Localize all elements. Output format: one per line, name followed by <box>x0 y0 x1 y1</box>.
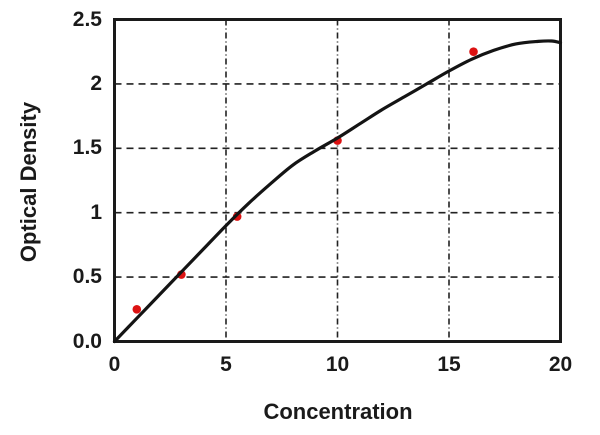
y-tick-label-0-5: 0.5 <box>72 265 102 289</box>
y-tick-label-0-0: 0.0 <box>72 329 102 353</box>
y-tick-label-1: 1 <box>90 200 102 224</box>
fit-curve <box>112 39 563 344</box>
x-tick-label-0: 0 <box>108 353 121 376</box>
data-point-marker <box>132 305 142 314</box>
x-tick-label-15: 15 <box>437 353 461 376</box>
y-axis-title: Optical Density <box>16 101 41 263</box>
x-tick-label-5: 5 <box>220 353 232 376</box>
x-axis-title: Concentration <box>263 399 413 424</box>
x-tick-label-10: 10 <box>325 353 350 376</box>
x-tick-label-20: 20 <box>548 353 573 376</box>
y-tick-label-2: 2 <box>90 71 102 95</box>
plot-border <box>113 18 562 343</box>
data-point-marker <box>469 47 478 56</box>
y-tick-label-1-5: 1.5 <box>72 136 102 160</box>
y-tick-label-2-5: 2.5 <box>72 7 102 31</box>
